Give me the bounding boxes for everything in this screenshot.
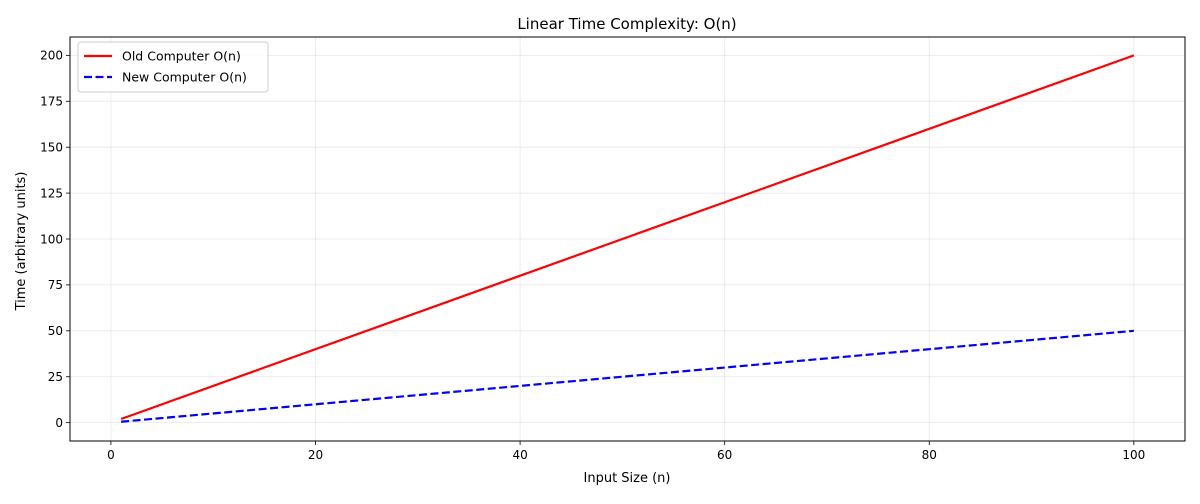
series-lines <box>120 54 1135 423</box>
legend: Old Computer O(n) New Computer O(n) <box>77 41 269 93</box>
series-line-new-computer <box>121 329 1134 423</box>
y-tick-label: 175 <box>40 95 63 109</box>
x-tick-label: 20 <box>308 448 323 462</box>
x-axis-ticks: 0 20 40 60 80 100 <box>107 441 1145 462</box>
x-axis-label: Input Size (n) <box>584 471 671 486</box>
y-tick-label: 125 <box>40 186 63 200</box>
y-tick-label: 50 <box>48 324 63 338</box>
y-tick-label: 75 <box>48 278 63 292</box>
x-tick-label: 60 <box>717 448 732 462</box>
x-tick-label: 0 <box>107 448 115 462</box>
legend-label-new-computer: New Computer O(n) <box>122 70 247 85</box>
y-tick-label: 25 <box>48 370 63 384</box>
x-tick-label: 80 <box>922 448 937 462</box>
y-axis-label: Time (arbitrary units) <box>14 172 29 312</box>
y-tick-label: 150 <box>40 140 63 154</box>
legend-box <box>77 41 269 93</box>
x-tick-label: 100 <box>1122 448 1145 462</box>
y-tick-label: 200 <box>40 49 63 63</box>
gridlines <box>70 37 1185 441</box>
y-tick-label: 100 <box>40 232 63 246</box>
chart-title: Linear Time Complexity: O(n) <box>517 15 736 33</box>
legend-label-old-computer: Old Computer O(n) <box>122 49 241 64</box>
y-axis-ticks: 0 25 50 75 100 125 150 175 200 <box>40 49 70 430</box>
series-line-old-computer <box>120 54 1135 420</box>
x-tick-label: 40 <box>512 448 527 462</box>
y-tick-label: 0 <box>55 416 63 430</box>
